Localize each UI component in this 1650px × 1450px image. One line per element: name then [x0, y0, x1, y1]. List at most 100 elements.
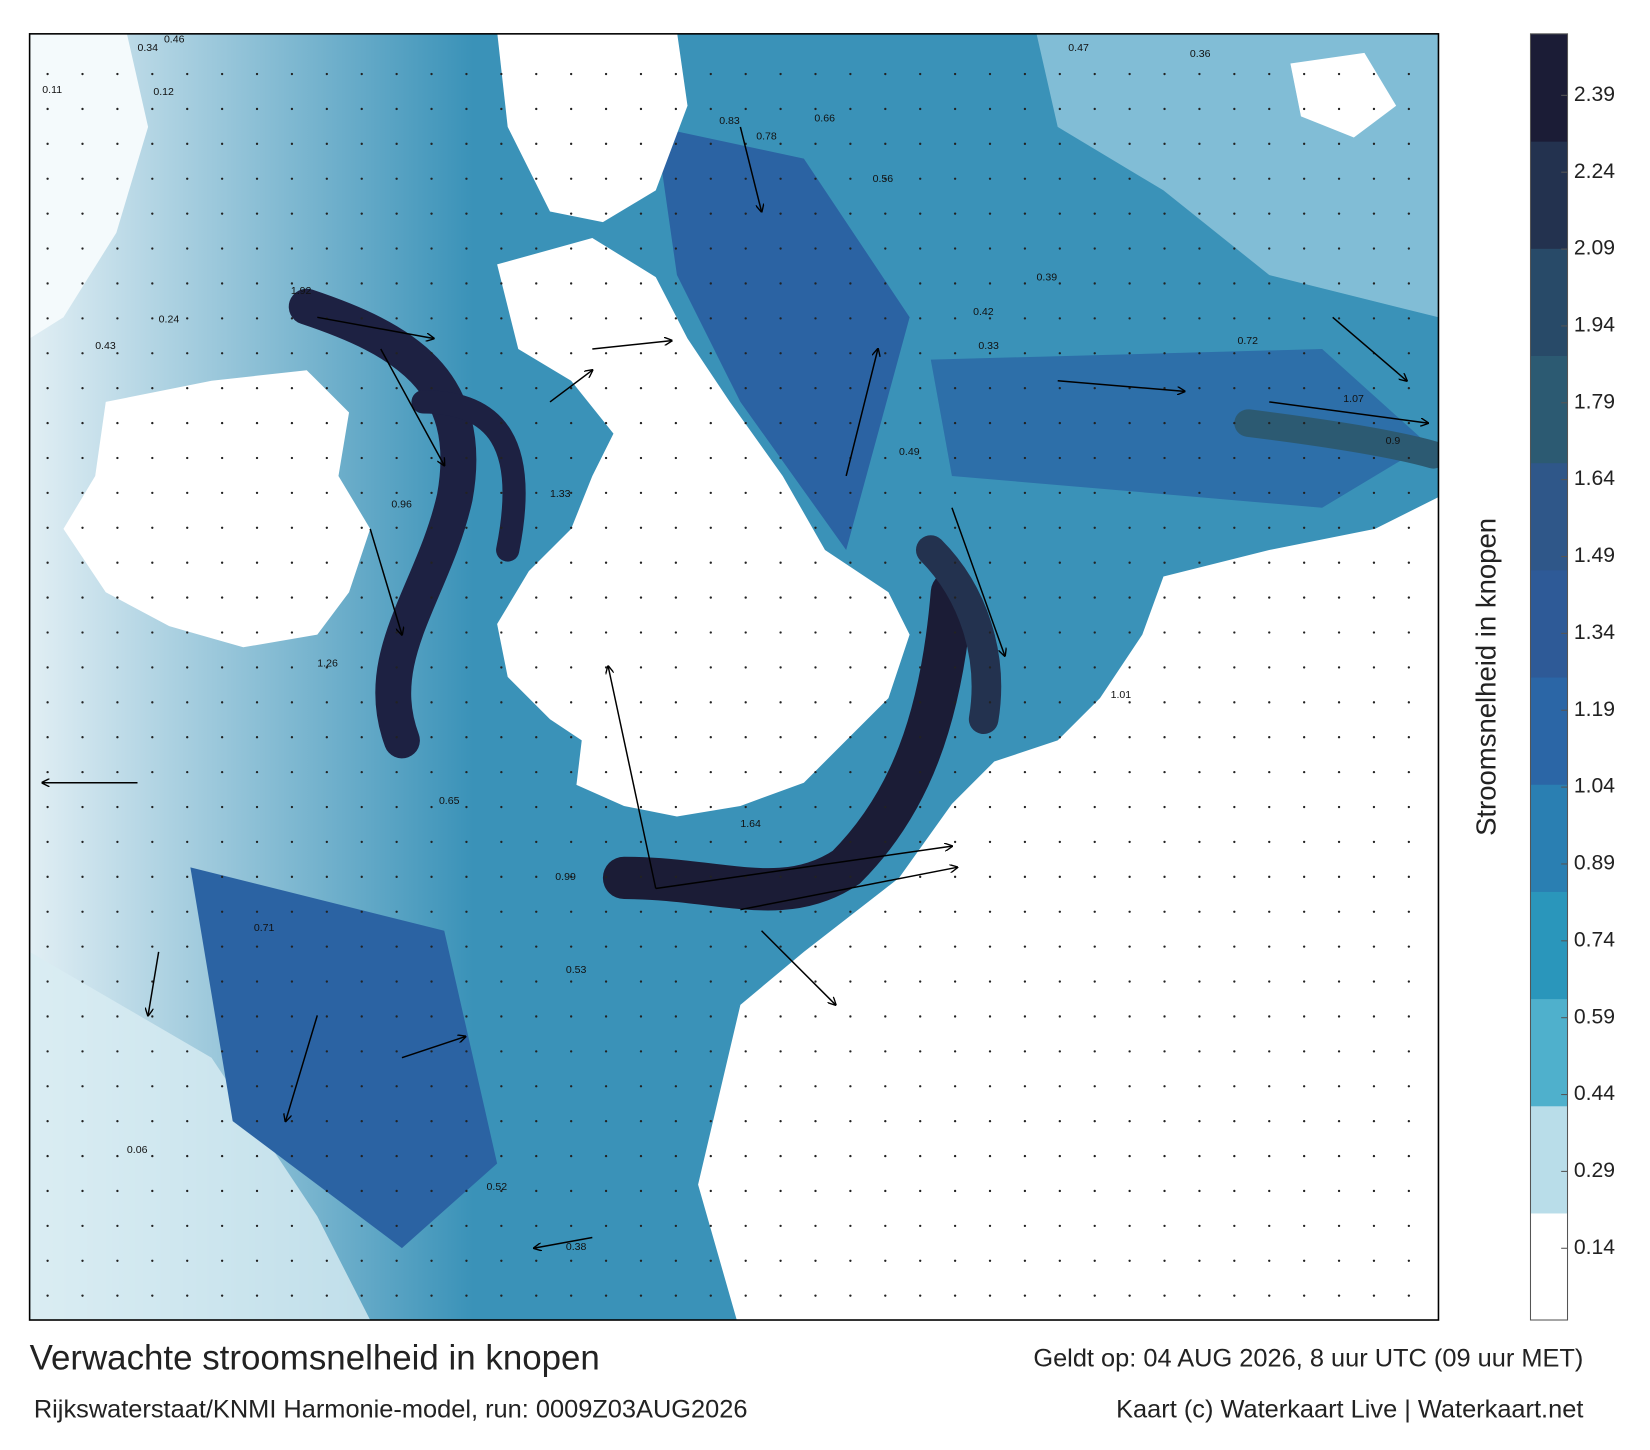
grid-dot — [1198, 107, 1201, 111]
grid-dot — [1337, 247, 1341, 250]
grid-dot — [1337, 421, 1341, 425]
grid-dot — [1233, 561, 1236, 564]
grid-dot — [290, 387, 294, 390]
grid-dot — [116, 282, 119, 285]
deep-channel — [915, 535, 1002, 735]
colorbar-tick-label: 0.14 — [1574, 1236, 1615, 1259]
grid-dot — [1372, 1294, 1376, 1297]
grid-dot — [1337, 840, 1341, 844]
grid-dot — [1302, 945, 1306, 948]
grid-dot — [290, 1050, 294, 1053]
grid-dot — [1128, 910, 1131, 913]
grid-dot — [674, 387, 678, 390]
grid-dot — [1163, 107, 1166, 111]
grid-dot — [1268, 1085, 1271, 1088]
grid-dot — [953, 1224, 957, 1228]
grid-dot — [81, 1224, 84, 1228]
grid-dot — [919, 247, 922, 250]
grid-dot — [1198, 1085, 1201, 1088]
grid-dot — [220, 770, 224, 774]
grid-dot — [569, 491, 573, 495]
grid-dot — [849, 1224, 852, 1228]
grid-dot — [919, 980, 922, 983]
grid-dot — [1093, 561, 1096, 564]
grid-dot — [360, 596, 363, 599]
grid-dot — [674, 631, 678, 634]
grid-dot — [465, 945, 468, 948]
grid-dot — [1093, 1119, 1096, 1123]
grid-dot — [814, 770, 817, 774]
grid-dot — [884, 317, 887, 320]
grid-dot — [1023, 770, 1027, 774]
grid-dot — [849, 212, 852, 215]
grid-dot — [1093, 142, 1096, 146]
grid-dot — [709, 736, 712, 739]
grid-dot — [220, 526, 224, 529]
grid-dot — [1337, 631, 1341, 634]
grid-dot — [116, 980, 119, 983]
grid-dot — [81, 910, 84, 913]
grid-dot — [360, 387, 363, 390]
grid-dot — [290, 282, 294, 285]
grid-dot — [1128, 736, 1131, 739]
grid-dot — [1337, 701, 1341, 704]
grid-dot — [919, 352, 922, 355]
grid-dot — [430, 1085, 433, 1088]
grid-dot — [220, 945, 224, 948]
grid-dot — [639, 770, 643, 774]
grid-dot — [884, 805, 887, 809]
grid-dot — [1198, 910, 1201, 913]
grid-dot — [988, 945, 992, 948]
grid-dot — [988, 177, 992, 180]
speed-label: 1.26 — [317, 657, 338, 669]
grid-dot — [116, 1050, 119, 1053]
colorbar-band — [1530, 248, 1568, 357]
grid-dot — [988, 387, 992, 390]
grid-dot — [674, 421, 678, 425]
grid-dot — [535, 1119, 538, 1123]
grid-dot — [639, 456, 643, 460]
grid-dot — [569, 456, 573, 460]
grid-dot — [430, 72, 433, 76]
grid-dot — [430, 1259, 433, 1262]
map-area: 0.340.460.11 0.120.240.431.920.961.330.99… — [28, 33, 1615, 1423]
grid-dot — [1023, 177, 1027, 180]
grid-dot — [151, 1259, 154, 1262]
grid-dot — [639, 980, 643, 983]
grid-dot — [569, 1154, 573, 1158]
grid-dot — [1093, 701, 1096, 704]
grid-dot — [919, 631, 922, 634]
grid-dot — [1163, 72, 1166, 76]
grid-dot — [1093, 736, 1096, 739]
grid-dot — [884, 247, 887, 250]
grid-dot — [1023, 1154, 1027, 1158]
grid-dot — [255, 840, 259, 844]
grid-dot — [1302, 980, 1306, 983]
grid-dot — [395, 456, 398, 460]
grid-dot — [919, 561, 922, 564]
grid-dot — [360, 1294, 363, 1297]
grid-dot — [395, 1189, 398, 1193]
grid-dot — [569, 736, 573, 739]
arrow — [369, 528, 402, 635]
grid-dot — [779, 840, 782, 844]
grid-dot — [849, 142, 852, 146]
grid-dot — [1163, 701, 1166, 704]
grid-dot — [1407, 1050, 1411, 1053]
grid-dot — [779, 1085, 782, 1088]
grid-dot — [1093, 352, 1096, 355]
grid-dot — [430, 247, 433, 250]
grid-dot — [1163, 840, 1166, 844]
grid-dot — [220, 840, 224, 844]
grid-dot — [325, 736, 328, 739]
grid-dot — [186, 107, 189, 111]
grid-dot — [290, 840, 294, 844]
grid-dot — [1337, 212, 1341, 215]
grid-dot — [604, 456, 608, 460]
grid-dot — [849, 177, 852, 180]
grid-dot — [1023, 1015, 1027, 1018]
grid-dot — [151, 1189, 154, 1193]
grid-dot — [604, 631, 608, 634]
grid-dot — [1093, 456, 1096, 460]
grid-dot — [81, 491, 84, 495]
